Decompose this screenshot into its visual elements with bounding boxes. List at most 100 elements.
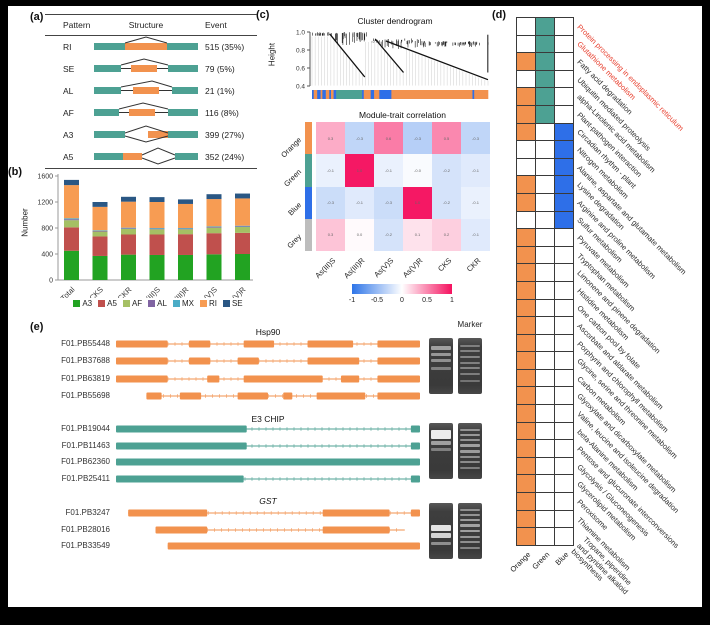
isoform-track bbox=[146, 392, 420, 400]
bar-segment bbox=[149, 197, 165, 202]
exon-block bbox=[207, 375, 220, 382]
heatmap-cell: -0.3 bbox=[461, 122, 490, 155]
table-row: SE 79 (5%) bbox=[45, 58, 257, 80]
exon-block bbox=[316, 392, 366, 400]
isoform-track bbox=[116, 357, 420, 365]
gel-band bbox=[431, 352, 451, 356]
legend-swatch bbox=[98, 300, 106, 307]
dendrogram-tick-label: 0.6 bbox=[296, 65, 305, 72]
y-axis-tick-label: 1600 bbox=[38, 174, 53, 181]
gel-band bbox=[460, 449, 480, 453]
pathway-grid-cell bbox=[536, 18, 554, 35]
legend-swatch bbox=[172, 300, 180, 307]
gel-band bbox=[460, 508, 480, 511]
heatmap-cell: -0.3 bbox=[374, 186, 403, 219]
pathway-grid-cell bbox=[517, 334, 535, 352]
bar-segment bbox=[64, 218, 79, 220]
module-color-swatch bbox=[305, 122, 312, 155]
pathway-grid-cell bbox=[536, 440, 554, 457]
bar-segment bbox=[178, 234, 193, 255]
module-color-swatch bbox=[305, 218, 312, 251]
bar-segment bbox=[235, 232, 250, 254]
module-strip-segment bbox=[329, 90, 332, 99]
module-strip-segment bbox=[474, 90, 489, 99]
gel-band bbox=[460, 372, 480, 375]
legend-item: A5 bbox=[98, 299, 117, 308]
gel-band bbox=[460, 379, 480, 382]
pathway-grid-cell bbox=[555, 18, 573, 35]
table-row: A5 352 (24%) bbox=[45, 146, 257, 168]
bar-chart-y-axis-title: Number bbox=[20, 208, 30, 237]
heatmap-cell: -0.3 bbox=[316, 186, 345, 219]
pathway-grid-cell bbox=[555, 510, 573, 528]
bar-segment bbox=[149, 228, 165, 229]
exon-block bbox=[307, 357, 360, 365]
exon-block bbox=[116, 475, 244, 482]
heatmap-cell: -0.0 bbox=[403, 154, 432, 187]
y-axis-tick-label: 800 bbox=[41, 226, 53, 233]
bar-segment bbox=[178, 228, 193, 230]
table-row: A3 399 (27%) bbox=[45, 124, 257, 146]
isoform-label: F01.PB28016 bbox=[61, 524, 110, 534]
heatmap-cell: 0.0 bbox=[345, 218, 374, 251]
isoform-label: F01.PB11463 bbox=[61, 440, 110, 450]
structure-diagram-svg bbox=[94, 125, 198, 143]
pattern-name: SE bbox=[63, 64, 75, 74]
pathway-grid-cell bbox=[536, 405, 554, 422]
gel-marker-header: Marker bbox=[457, 320, 483, 329]
pathway-grid-cell bbox=[555, 281, 573, 299]
event-count: 116 (8%) bbox=[205, 108, 239, 118]
pathway-grid-cell bbox=[536, 141, 554, 158]
pathway-grid-cell bbox=[555, 387, 573, 405]
exon-block bbox=[155, 526, 208, 533]
table-row: AF 116 (8%) bbox=[45, 102, 257, 124]
gel-band bbox=[460, 367, 480, 370]
isoform-track bbox=[116, 458, 420, 466]
exon-block bbox=[307, 340, 354, 348]
dendrogram-tick-label: 1.0 bbox=[296, 29, 305, 36]
pathway-grid-cell bbox=[517, 475, 535, 493]
column-header: Structure bbox=[128, 20, 164, 30]
dendrogram-tick-label: 0.8 bbox=[296, 47, 305, 54]
module-strip-segment bbox=[312, 90, 315, 99]
isoform-label: F01.PB63819 bbox=[61, 373, 110, 383]
legend-swatch bbox=[148, 300, 156, 307]
legend-swatch bbox=[222, 300, 230, 307]
module-color-swatch bbox=[305, 154, 312, 187]
module-trait-title: Module-trait correlation bbox=[359, 110, 446, 120]
pathway-grid-cell bbox=[536, 334, 554, 352]
pathway-grid-cell bbox=[517, 317, 535, 334]
pathway-grid-cell bbox=[555, 176, 573, 193]
pathway-grid-cell bbox=[517, 387, 535, 405]
pathway-grid-cell bbox=[555, 141, 573, 158]
pathway-grid-cell bbox=[555, 229, 573, 246]
pathway-grid-cell bbox=[536, 264, 554, 281]
pathway-grid-cell bbox=[536, 510, 554, 528]
heatmap-cell: 0.3 bbox=[316, 218, 345, 251]
pathway-grid-cell bbox=[517, 229, 535, 246]
isoform-track bbox=[116, 375, 420, 382]
heatmap-cell: -0.1 bbox=[345, 186, 374, 219]
heatmap-cell: 0.5 bbox=[432, 122, 461, 155]
exon-block bbox=[377, 375, 420, 382]
module-strip-segment bbox=[362, 90, 365, 99]
pathway-grid-cell bbox=[555, 493, 573, 510]
table-row: AL 21 (1%) bbox=[45, 80, 257, 102]
pattern-structure-diagram bbox=[93, 36, 199, 58]
exon-block bbox=[116, 442, 247, 449]
pathway-grid-cell bbox=[536, 70, 554, 88]
pattern-name: A5 bbox=[63, 152, 74, 162]
bar-segment bbox=[121, 201, 136, 228]
exon-block bbox=[410, 509, 420, 517]
pathway-grid-cell bbox=[555, 123, 573, 141]
module-strip-segment bbox=[379, 90, 392, 99]
exon-block bbox=[237, 357, 259, 365]
bar-segment bbox=[149, 229, 165, 235]
module-strip-segment bbox=[370, 90, 375, 99]
bar-segment bbox=[206, 254, 222, 280]
pathway-grid-cell bbox=[517, 70, 535, 88]
gel-band bbox=[431, 367, 451, 371]
exon-block bbox=[410, 425, 420, 433]
exon-block bbox=[146, 392, 162, 400]
